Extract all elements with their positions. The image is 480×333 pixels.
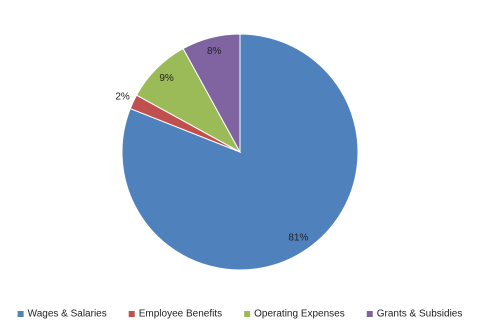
legend-label: Wages & Salaries [28, 309, 107, 320]
data-label: 81% [288, 233, 308, 244]
pie-slice [182, 33, 241, 153]
data-label: 2% [115, 91, 130, 102]
pie-slice [121, 33, 359, 271]
data-label: 9% [159, 73, 174, 84]
legend-label: Employee Benefits [139, 309, 222, 320]
legend-marker [17, 311, 24, 317]
legend-marker [128, 311, 135, 317]
legend-label: Operating Expenses [254, 309, 345, 320]
legend-marker [244, 311, 251, 317]
legend-marker [366, 311, 373, 317]
legend-label: Grants & Subsidies [377, 309, 463, 320]
data-label: 8% [207, 46, 222, 57]
